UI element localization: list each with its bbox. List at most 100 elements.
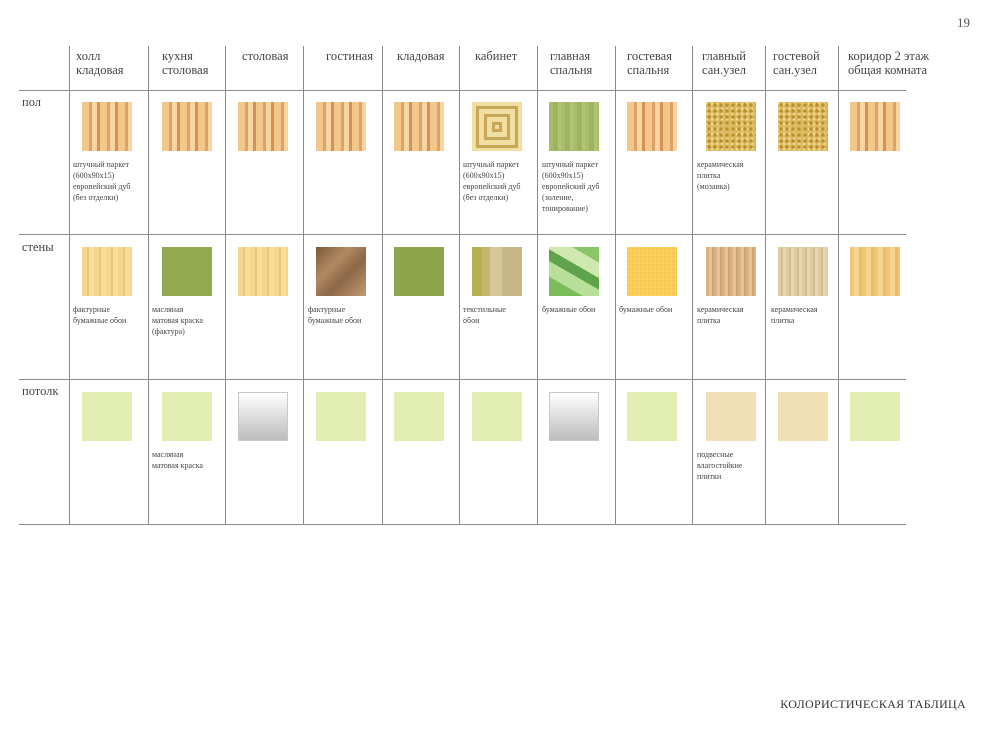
material-caption-line: (600х90х15)	[542, 171, 584, 180]
material-caption-line: тонирование)	[542, 204, 588, 213]
column-header-line: кухня	[162, 49, 193, 63]
material-swatch	[316, 247, 366, 296]
column-header-line: сан.узел	[773, 63, 818, 77]
material-caption-line: влагостойкие	[697, 461, 743, 470]
column-header-line: столовая	[242, 49, 289, 63]
material-caption-line: плитки	[697, 472, 722, 481]
material-caption-line: (мозаика)	[697, 182, 730, 191]
material-swatch	[82, 102, 132, 151]
material-caption-line: плитка	[697, 316, 721, 325]
material-swatch	[627, 392, 677, 441]
material-swatch	[706, 392, 756, 441]
material-swatch	[394, 392, 444, 441]
material-swatch	[472, 392, 522, 441]
material-caption: керамическая плитка	[697, 304, 743, 326]
material-caption-line: штучный паркет	[542, 160, 599, 169]
column-header: гостиная	[326, 49, 373, 63]
material-caption-line: текстильные	[463, 305, 506, 314]
row-label: пол	[22, 95, 42, 109]
column-header: кухня столовая	[162, 49, 208, 77]
material-caption: керамическая плитка	[771, 304, 817, 326]
material-caption: масляная матовая краска	[152, 449, 203, 471]
material-swatch	[238, 392, 288, 441]
footer-title: КОЛОРИСТИЧЕСКАЯ ТАБЛИЦА	[780, 697, 966, 711]
material-swatch	[472, 247, 522, 296]
column-header-line: столовая	[162, 63, 209, 77]
material-caption-line: (фактура)	[152, 327, 185, 336]
table-row-divider	[19, 234, 906, 235]
material-caption-line: штучный паркет	[73, 160, 130, 169]
material-caption-line: масляная	[152, 450, 184, 459]
material-swatch	[627, 247, 677, 296]
material-caption-line: подвесные	[697, 450, 734, 459]
material-caption: керамическая плитка (мозаика)	[697, 159, 743, 192]
material-caption-line: (без отделки)	[73, 193, 119, 202]
material-swatch	[706, 102, 756, 151]
material-swatch	[394, 102, 444, 151]
material-caption-line: европейский дуб	[73, 182, 131, 191]
material-swatch	[706, 247, 756, 296]
material-swatch	[162, 392, 212, 441]
material-swatch	[162, 247, 212, 296]
material-caption-line: керамическая	[697, 160, 744, 169]
material-caption-line: (золение,	[542, 193, 574, 202]
table-row-divider	[19, 524, 906, 525]
pattern-square	[492, 122, 502, 132]
material-caption-line: штучный паркет	[463, 160, 520, 169]
material-swatch	[549, 247, 599, 296]
column-header-line: холл	[76, 49, 101, 63]
material-caption-line: бумажные обои	[308, 316, 362, 325]
table-column-divider	[148, 46, 149, 525]
material-caption-line: европейский дуб	[542, 182, 600, 191]
table-column-divider	[459, 46, 460, 525]
material-swatch	[627, 102, 677, 151]
column-header-line: сан.узел	[702, 63, 747, 77]
material-caption: бумажные обои	[542, 304, 595, 315]
table-row-divider	[19, 379, 906, 380]
material-caption-line: (без отделки)	[463, 193, 509, 202]
column-header: гостевой сан.узел	[773, 49, 820, 77]
material-caption-line: (600х90х15)	[463, 171, 505, 180]
column-header-line: гостевой	[773, 49, 820, 63]
material-swatch	[238, 102, 288, 151]
material-caption: масляная матовая краска (фактура)	[152, 304, 203, 337]
material-swatch	[162, 102, 212, 151]
table-column-divider	[303, 46, 304, 525]
material-caption: штучный паркет (600х90х15) европейский дуб…	[73, 159, 130, 203]
column-header-line: гостиная	[326, 49, 374, 63]
material-swatch	[850, 102, 900, 151]
material-swatch	[850, 247, 900, 296]
material-caption-line: (600х90х15)	[73, 171, 115, 180]
material-caption: текстильные обои	[463, 304, 506, 326]
material-swatch	[778, 247, 828, 296]
pattern-square	[476, 106, 518, 148]
material-caption-line: матовая краска	[152, 316, 203, 325]
column-header-line: спальня	[550, 63, 593, 77]
column-header-line: главная	[550, 49, 591, 63]
material-caption-line: бумажные обои	[619, 305, 673, 314]
table-column-divider	[838, 46, 839, 525]
pattern-square	[484, 114, 510, 140]
material-swatch	[82, 247, 132, 296]
material-swatch	[549, 392, 599, 441]
table-column-divider	[692, 46, 693, 525]
column-header: кладовая	[397, 49, 445, 63]
table-column-divider	[69, 46, 70, 525]
material-caption-line: фактурные	[73, 305, 111, 314]
material-caption-line: фактурные	[308, 305, 346, 314]
material-caption-line: европейский дуб	[463, 182, 521, 191]
column-header-line: общая комната	[848, 63, 928, 77]
material-caption-line: матовая краска	[152, 461, 203, 470]
material-caption-line: керамическая	[771, 305, 818, 314]
material-swatch	[316, 102, 366, 151]
column-header-line: коридор 2 этаж	[848, 49, 930, 63]
material-swatch	[82, 392, 132, 441]
column-header: коридор 2 этаж общая комната	[848, 49, 929, 77]
table-column-divider	[382, 46, 383, 525]
table-column-divider	[615, 46, 616, 525]
material-caption: штучный паркет (600х90х15) европейский дуб…	[463, 159, 520, 203]
column-header: главная спальня	[550, 49, 592, 77]
material-caption-line: обои	[463, 316, 480, 325]
column-header: холл кладовая	[76, 49, 124, 77]
column-header: главный сан.узел	[702, 49, 746, 77]
